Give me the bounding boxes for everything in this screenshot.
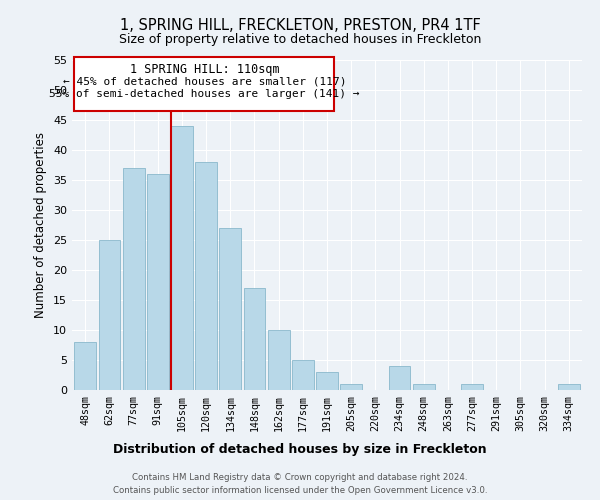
- Bar: [268, 330, 290, 390]
- Bar: [292, 360, 314, 390]
- Bar: [171, 126, 193, 390]
- Bar: [413, 384, 434, 390]
- Text: Size of property relative to detached houses in Freckleton: Size of property relative to detached ho…: [119, 32, 481, 46]
- Y-axis label: Number of detached properties: Number of detached properties: [34, 132, 47, 318]
- Bar: [220, 228, 241, 390]
- Bar: [74, 342, 96, 390]
- Bar: [340, 384, 362, 390]
- Text: 55% of semi-detached houses are larger (141) →: 55% of semi-detached houses are larger (…: [49, 90, 359, 100]
- Text: ← 45% of detached houses are smaller (117): ← 45% of detached houses are smaller (11…: [62, 76, 346, 86]
- Text: 1, SPRING HILL, FRECKLETON, PRESTON, PR4 1TF: 1, SPRING HILL, FRECKLETON, PRESTON, PR4…: [119, 18, 481, 32]
- Text: 1 SPRING HILL: 110sqm: 1 SPRING HILL: 110sqm: [130, 63, 279, 76]
- Text: Contains HM Land Registry data © Crown copyright and database right 2024.: Contains HM Land Registry data © Crown c…: [132, 472, 468, 482]
- FancyBboxPatch shape: [74, 57, 334, 111]
- Bar: [195, 162, 217, 390]
- Bar: [123, 168, 145, 390]
- Bar: [461, 384, 483, 390]
- Text: Contains public sector information licensed under the Open Government Licence v3: Contains public sector information licen…: [113, 486, 487, 495]
- Bar: [244, 288, 265, 390]
- Bar: [558, 384, 580, 390]
- Bar: [98, 240, 121, 390]
- Text: Distribution of detached houses by size in Freckleton: Distribution of detached houses by size …: [113, 442, 487, 456]
- Bar: [147, 174, 169, 390]
- Bar: [316, 372, 338, 390]
- Bar: [389, 366, 410, 390]
